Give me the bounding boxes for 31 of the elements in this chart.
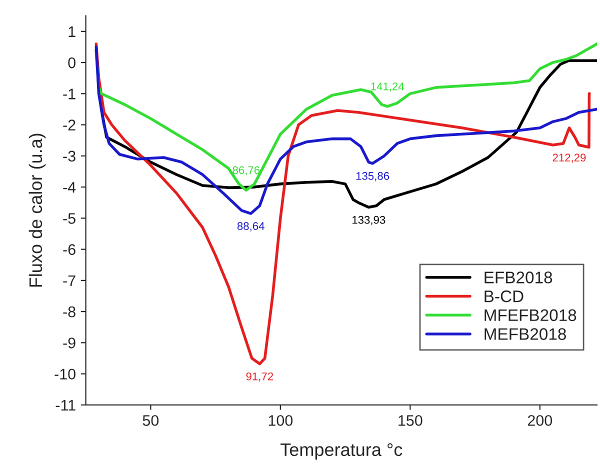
- annotation: 88,64: [237, 222, 264, 232]
- y-tick-label: -10: [54, 368, 76, 380]
- x-tick-label: 50: [142, 415, 159, 426]
- y-tick-label: 1: [68, 26, 76, 37]
- y-tick-label: -3: [63, 150, 76, 162]
- y-tick-label: -1: [63, 88, 76, 100]
- annotation: 86,76: [232, 166, 260, 176]
- legend-label: B-CD: [484, 290, 524, 302]
- y-tick-label: -8: [63, 306, 76, 318]
- annotation: 212,29: [552, 154, 586, 163]
- y-tick-label: -5: [63, 213, 76, 224]
- line-series: [94, 42, 591, 366]
- y-tick-label: -11: [56, 400, 76, 410]
- x-tick-label: 200: [528, 415, 552, 426]
- annotation: 135,86: [356, 172, 390, 182]
- x-tick-label: 100: [268, 415, 293, 426]
- y-tick-label: -4: [63, 182, 76, 193]
- legend-label: MEFB2018: [484, 328, 566, 340]
- y-axis-title: Fluxo de calor (u.a): [28, 134, 46, 287]
- x-axis-title: Temperatura °c: [280, 443, 402, 460]
- x-tick-label: 150: [398, 415, 422, 426]
- y-tick-label: -9: [63, 338, 76, 348]
- legend-label: MFEFB2018: [484, 309, 576, 322]
- y-tick-label: -6: [63, 244, 76, 255]
- y-tick-label: 0: [68, 57, 76, 68]
- annotation: 91,72: [246, 372, 274, 382]
- y-tick-label: -2: [63, 120, 76, 130]
- y-tick-label: -7: [63, 275, 76, 286]
- annotation: 133,93: [352, 216, 386, 226]
- annotation: 141,24: [371, 82, 404, 92]
- legend-label: EFB2018: [484, 272, 552, 284]
